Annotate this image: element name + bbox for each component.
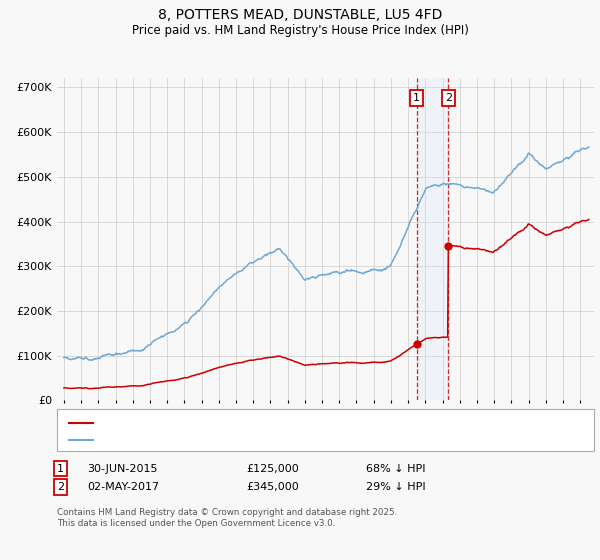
Text: Contains HM Land Registry data © Crown copyright and database right 2025.
This d: Contains HM Land Registry data © Crown c… [57, 508, 397, 528]
Text: £345,000: £345,000 [246, 482, 299, 492]
Text: 1: 1 [57, 464, 64, 474]
Text: 2: 2 [57, 482, 64, 492]
Text: 30-JUN-2015: 30-JUN-2015 [87, 464, 157, 474]
Text: 68% ↓ HPI: 68% ↓ HPI [366, 464, 425, 474]
Text: 1: 1 [413, 93, 420, 103]
Text: 8, POTTERS MEAD, DUNSTABLE, LU5 4FD (detached house): 8, POTTERS MEAD, DUNSTABLE, LU5 4FD (det… [96, 418, 403, 428]
Text: 2: 2 [445, 93, 452, 103]
Text: 29% ↓ HPI: 29% ↓ HPI [366, 482, 425, 492]
Text: HPI: Average price, detached house, Central Bedfordshire: HPI: Average price, detached house, Cent… [96, 435, 397, 445]
Text: 8, POTTERS MEAD, DUNSTABLE, LU5 4FD: 8, POTTERS MEAD, DUNSTABLE, LU5 4FD [158, 8, 442, 22]
Text: Price paid vs. HM Land Registry's House Price Index (HPI): Price paid vs. HM Land Registry's House … [131, 24, 469, 36]
Text: £125,000: £125,000 [246, 464, 299, 474]
Text: 02-MAY-2017: 02-MAY-2017 [87, 482, 159, 492]
Bar [417, 78, 448, 400]
